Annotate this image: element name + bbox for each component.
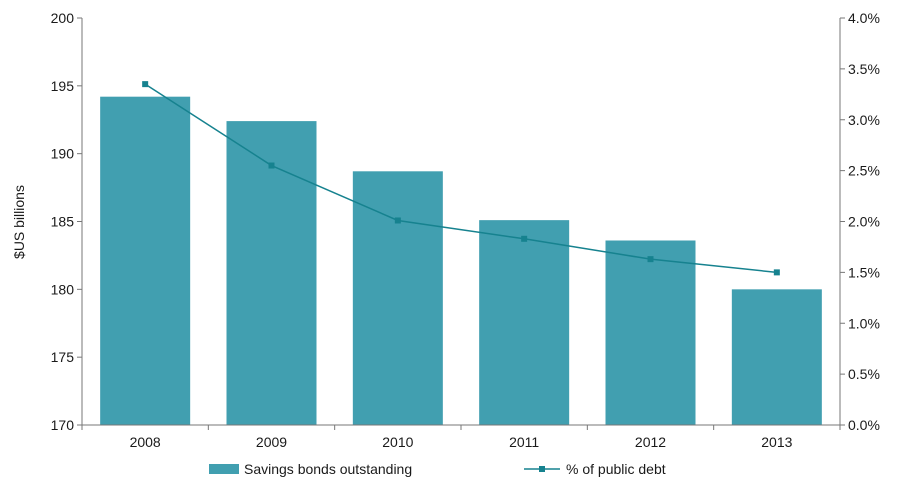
x-tick-label: 2012 <box>635 434 666 450</box>
y2-tick-label: 0.5% <box>848 366 880 382</box>
x-tick-label: 2009 <box>256 434 287 450</box>
x-tick-label: 2010 <box>382 434 413 450</box>
x-tick-label: 2013 <box>761 434 792 450</box>
axes: 170 175 180 185 190 195 200 0.0% 0.5% 1.0% 1.5% 2.0… <box>51 10 880 450</box>
bar-2012 <box>605 240 696 425</box>
line-series <box>142 81 780 276</box>
point-2013 <box>773 269 780 276</box>
y2-tick-label: 1.5% <box>848 264 880 280</box>
y-tick-label: 200 <box>51 10 75 26</box>
bar-2009 <box>226 121 317 426</box>
y-tick-label: 195 <box>51 78 75 94</box>
point-2009 <box>268 162 275 169</box>
legend: Savings bonds outstanding % of public de… <box>209 461 666 477</box>
bar-2011 <box>479 220 570 425</box>
point-2011 <box>521 235 528 242</box>
y2-tick-label: 4.0% <box>848 10 880 26</box>
y2-tick-label: 2.0% <box>848 214 880 230</box>
y-tick-label: 185 <box>51 214 75 230</box>
bar-2010 <box>352 171 443 425</box>
y-tick-label: 180 <box>51 281 75 297</box>
legend-bar-label: Savings bonds outstanding <box>244 461 412 477</box>
y2-tick-label: 2.5% <box>848 163 880 179</box>
bars <box>100 96 822 426</box>
point-2012 <box>647 256 654 263</box>
y2-tick-label: 3.5% <box>848 61 880 77</box>
legend-line-label: % of public debt <box>566 461 666 477</box>
y2-tick-label: 1.0% <box>848 315 880 331</box>
bar-2008 <box>100 96 191 425</box>
point-2010 <box>394 217 401 224</box>
y-tick-label: 170 <box>51 417 75 433</box>
legend-line-marker <box>539 466 545 472</box>
y-tick-label: 175 <box>51 349 75 365</box>
y2-tick-label: 0.0% <box>848 417 880 433</box>
point-2008 <box>142 81 149 88</box>
y2-tick-label: 3.0% <box>848 112 880 128</box>
line-pct-public-debt <box>144 83 777 274</box>
x-tick-label: 2008 <box>130 434 161 450</box>
bar-2013 <box>731 289 822 425</box>
legend-bar-swatch <box>209 464 239 474</box>
y-axis-title: $US billions <box>11 185 27 259</box>
x-tick-label: 2011 <box>509 434 539 450</box>
y-tick-label: 190 <box>51 146 75 162</box>
